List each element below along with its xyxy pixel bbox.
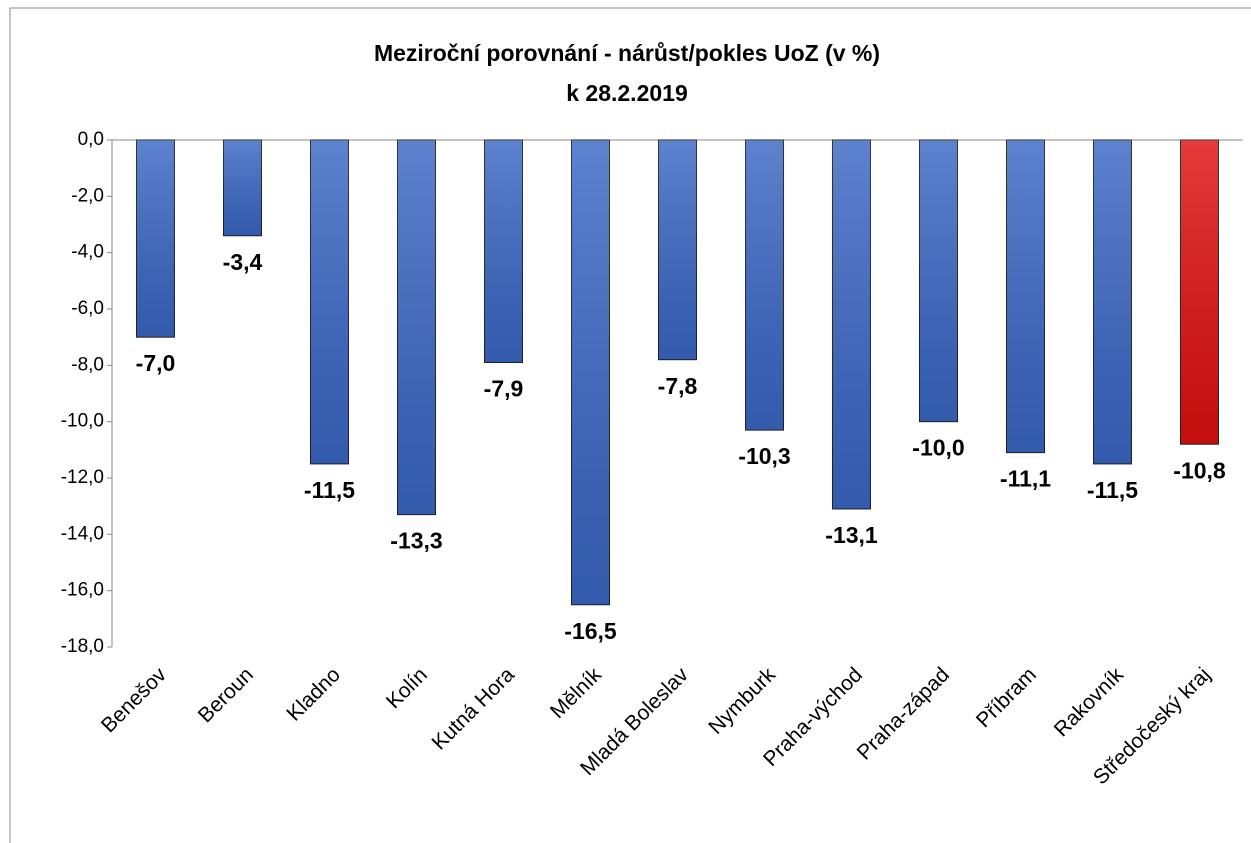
x-tick-label: Kladno: [282, 663, 345, 726]
value-label: -3,4: [223, 249, 263, 275]
value-label: -13,1: [825, 522, 878, 548]
value-label: -7,0: [136, 350, 176, 376]
x-tick-label: Rakovník: [1050, 663, 1129, 742]
value-label: -10,0: [912, 435, 964, 461]
bar-shade: [1093, 140, 1132, 464]
x-tick-label: Mělník: [546, 663, 606, 723]
bar-shade: [1006, 140, 1045, 453]
y-tick-label: -18,0: [61, 636, 104, 657]
value-label: -16,5: [564, 618, 617, 644]
y-tick-label: -14,0: [61, 523, 104, 544]
x-tick-label: Příbram: [972, 663, 1041, 732]
bar-shade: [484, 140, 523, 363]
value-label: -11,5: [304, 477, 355, 503]
y-tick-label: -4,0: [71, 242, 104, 263]
bar-shade: [658, 140, 697, 360]
y-tick-label: 0,0: [78, 129, 104, 150]
bar-shade: [223, 140, 262, 236]
x-tick-label: Beroun: [194, 663, 258, 727]
chart-title: Meziroční porovnání - nárůst/pokles UoZ …: [374, 40, 880, 66]
value-label: -10,8: [1173, 457, 1226, 483]
bar-shade: [397, 140, 436, 515]
y-tick-label: -16,0: [61, 580, 104, 601]
value-label: -11,5: [1087, 477, 1138, 503]
x-tick-label: Kutná Hora: [428, 663, 520, 755]
x-tick-label: Kolín: [382, 663, 432, 713]
value-label: -13,3: [390, 528, 442, 554]
bar-shade: [310, 140, 349, 464]
value-label: -7,8: [658, 373, 698, 399]
bar-shade: [571, 140, 610, 605]
bar-shade: [919, 140, 958, 422]
bar-shade: [1180, 140, 1219, 445]
y-tick-label: -12,0: [61, 467, 104, 488]
value-label: -11,1: [1000, 466, 1051, 492]
y-tick-label: -8,0: [71, 354, 104, 375]
value-label: -10,3: [738, 443, 790, 469]
y-tick-label: -2,0: [71, 185, 104, 206]
bar-shade: [745, 140, 784, 431]
chart-subtitle: k 28.2.2019: [566, 80, 688, 106]
value-label: -7,9: [484, 376, 524, 402]
bar-shade: [832, 140, 871, 509]
frame: [9, 7, 1251, 843]
x-tick-label: Praha-západ: [853, 663, 954, 764]
y-tick-label: -10,0: [61, 411, 104, 432]
x-tick-label: Benešov: [97, 663, 171, 737]
x-tick-label: Nymburk: [704, 663, 780, 739]
bar-shade: [136, 140, 175, 338]
y-tick-label: -6,0: [71, 298, 104, 319]
